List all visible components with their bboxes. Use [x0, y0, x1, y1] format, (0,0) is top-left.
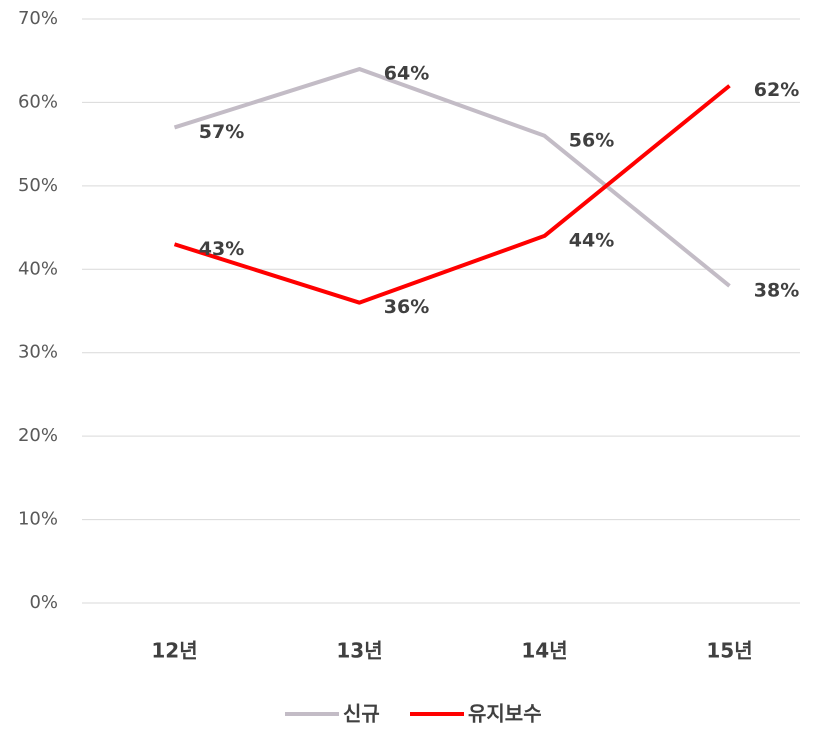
- x-tick-label: 12년: [151, 639, 197, 663]
- legend-label: 유지보수: [468, 702, 542, 726]
- x-tick-label: 15년: [706, 639, 752, 663]
- y-tick-label: 70%: [18, 8, 58, 29]
- line: [173, 84, 731, 305]
- data-label: 62%: [754, 79, 799, 101]
- y-tick-label: 40%: [18, 258, 58, 279]
- data-label: 57%: [199, 121, 244, 143]
- legend-label: 신규: [343, 702, 380, 726]
- y-tick-label: 30%: [18, 342, 58, 363]
- y-tick-label: 0%: [29, 592, 58, 613]
- y-tick-label: 50%: [18, 175, 58, 196]
- data-label: 44%: [569, 229, 614, 251]
- y-tick-label: 20%: [18, 425, 58, 446]
- x-tick-label: 13년: [336, 639, 382, 663]
- data-label: 36%: [384, 296, 429, 318]
- data-label: 38%: [754, 279, 799, 301]
- data-label: 43%: [199, 238, 244, 260]
- data-label: 64%: [384, 63, 429, 85]
- y-tick-label: 60%: [18, 91, 58, 112]
- data-label: 56%: [569, 129, 614, 151]
- y-tick-label: 10%: [18, 509, 58, 530]
- x-tick-label: 14년: [521, 639, 567, 663]
- line: [173, 67, 731, 288]
